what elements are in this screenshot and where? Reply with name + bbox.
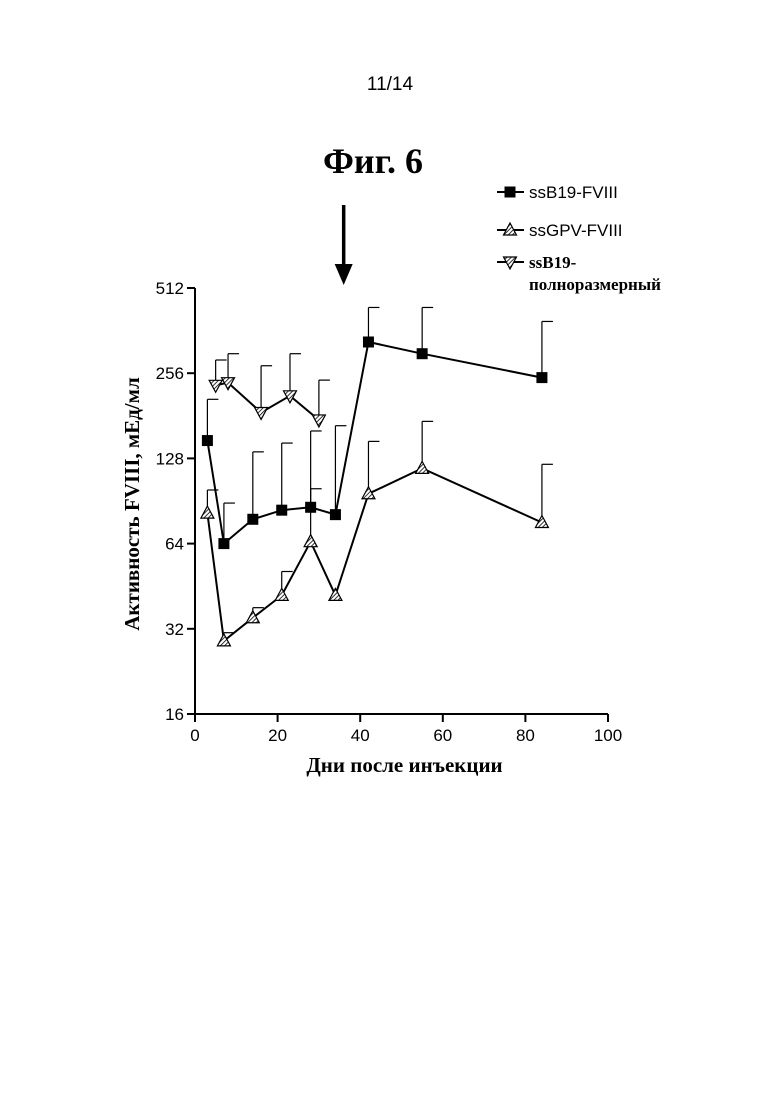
marker-square [505, 187, 516, 198]
series-line [207, 342, 542, 544]
series-3 [209, 354, 330, 427]
marker-square [202, 435, 213, 446]
x-tick-label: 100 [594, 726, 622, 745]
series-layer [201, 307, 553, 645]
marker-square [247, 514, 258, 525]
legend: ssB19-FVIII ssGPV-FVIII ssB19- полноразмерн… [497, 183, 661, 294]
legend-item-3: ssB19- полноразмерный [497, 253, 661, 294]
legend-label: ssGPV-FVIII [529, 221, 623, 240]
arrow-head [335, 264, 353, 285]
marker-triangle-up [362, 487, 375, 499]
x-axis-label: Дни после инъекции [306, 753, 502, 777]
y-tick-label: 128 [156, 449, 184, 468]
legend-item-2: ssGPV-FVIII [497, 221, 623, 240]
marker-square [276, 505, 287, 516]
marker-square [363, 336, 374, 347]
y-tick-label: 16 [165, 705, 184, 724]
y-tick-label: 32 [165, 620, 184, 639]
series-line [216, 383, 319, 420]
x-tick-label: 40 [351, 726, 370, 745]
y-axis-label: Активность FVIII, мЕд/мл [120, 377, 144, 631]
marker-triangle-up [201, 506, 214, 518]
marker-triangle-up [275, 588, 288, 600]
marker-triangle-up [416, 461, 429, 473]
y-tick-label: 64 [165, 535, 184, 554]
marker-triangle-up [329, 588, 342, 600]
y-tick-label: 256 [156, 364, 184, 383]
x-tick-label: 0 [190, 726, 199, 745]
marker-square [330, 509, 341, 520]
marker-triangle-up [217, 634, 230, 646]
x-tick-label: 20 [268, 726, 287, 745]
x-tick-label: 80 [516, 726, 535, 745]
legend-item-1: ssB19-FVIII [497, 183, 618, 202]
marker-triangle-down [312, 415, 325, 427]
marker-triangle-up [246, 611, 259, 623]
marker-triangle-down [283, 391, 296, 403]
legend-label: ssB19-FVIII [529, 183, 618, 202]
y-tick-label: 512 [156, 279, 184, 298]
chart: 16 32 64 128 256 512 0 20 40 60 80 100 Дни после инъ… [0, 0, 780, 1103]
series-1 [202, 307, 553, 549]
legend-label: ssB19- [529, 253, 577, 272]
x-tick-label: 60 [433, 726, 452, 745]
marker-triangle-up [304, 535, 317, 547]
series-2 [201, 421, 553, 646]
marker-square [218, 538, 229, 549]
marker-triangle-down [255, 407, 268, 419]
legend-label: полноразмерный [529, 275, 661, 294]
marker-square [536, 372, 547, 383]
marker-triangle-down [209, 380, 222, 392]
series-line [207, 468, 542, 641]
annotation-layer [335, 205, 353, 285]
marker-square [417, 348, 428, 359]
